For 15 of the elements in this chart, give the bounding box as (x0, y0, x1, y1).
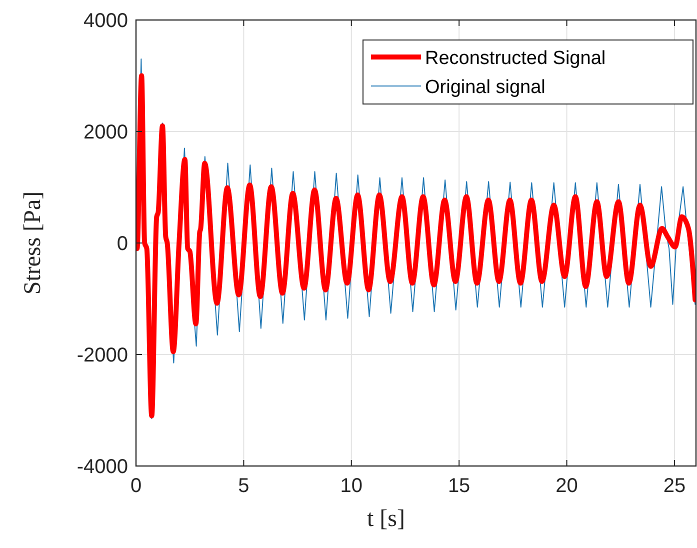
legend-label: Original signal (425, 77, 546, 98)
y-tick-label: 2000 (84, 122, 128, 144)
legend-label: Reconstructed Signal (425, 48, 606, 69)
x-tick-label: 10 (340, 475, 363, 497)
x-tick-label: 5 (238, 475, 250, 497)
y-axis-title: Stress [Pa] (20, 191, 46, 295)
y-tick-label: 0 (116, 233, 128, 255)
x-tick-label: 20 (556, 475, 578, 497)
y-tick-label: -2000 (76, 344, 128, 366)
x-axis-title: t [s] (367, 506, 405, 532)
y-tick-label: -4000 (76, 456, 128, 478)
y-tick-label: 4000 (84, 10, 128, 32)
x-tick-label: 15 (448, 475, 470, 497)
x-tick-label: 25 (663, 475, 686, 497)
x-tick-label: 0 (130, 475, 142, 497)
